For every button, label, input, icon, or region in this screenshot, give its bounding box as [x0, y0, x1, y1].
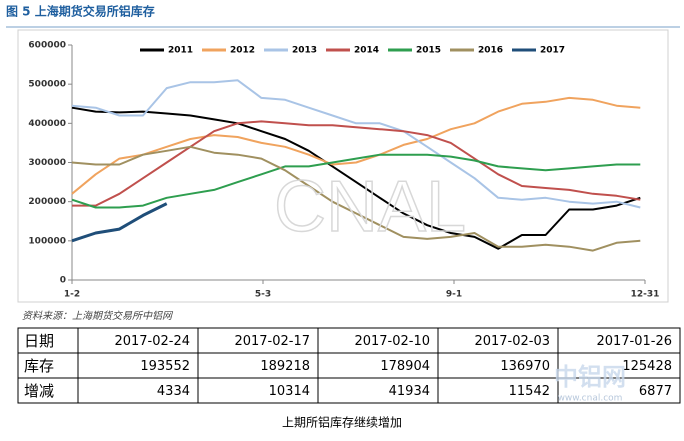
series-line — [71, 106, 641, 250]
logo-url: www.cnal.com — [558, 394, 623, 404]
series-line — [71, 79, 641, 209]
row-header: 库存 — [24, 357, 54, 375]
cell-text: 2017-01-26 — [596, 334, 672, 349]
legend-label: 2011 — [168, 46, 193, 56]
table-cell — [557, 377, 681, 404]
x-tick-label: 1-2 — [64, 290, 80, 300]
cell-text: 136970 — [500, 359, 550, 374]
source-note: 资料来源：上海期货交易所中铝网 — [22, 310, 174, 322]
series-line — [72, 120, 641, 207]
caption: 上期所铝库存继续增加 — [282, 415, 402, 430]
y-tick-label: 600000 — [28, 41, 66, 51]
logo-name: 中铝网 — [554, 363, 626, 391]
cell-text: 4334 — [157, 384, 190, 399]
y-tick-label: 200000 — [28, 197, 66, 207]
series-line — [71, 202, 168, 243]
legend-label: 2017 — [540, 46, 565, 56]
y-tick-label: 0 — [60, 276, 66, 286]
y-tick-label: 100000 — [28, 236, 66, 246]
legend-label: 2013 — [292, 46, 317, 56]
cell-text: 10314 — [269, 384, 310, 399]
y-tick-label: 300000 — [28, 158, 66, 168]
cell-text: 6877 — [639, 384, 672, 399]
y-tick-label: 500000 — [28, 80, 66, 90]
cell-text: 2017-02-24 — [114, 334, 190, 349]
chart-frame — [17, 29, 669, 303]
cell-text: 189218 — [260, 359, 310, 374]
x-tick-label: 12-31 — [631, 290, 660, 300]
cell-text: 178904 — [380, 359, 430, 374]
cell-text: 2017-02-10 — [354, 334, 430, 349]
cell-text: 125428 — [622, 359, 672, 374]
legend-label: 2012 — [230, 46, 255, 56]
legend-label: 2014 — [354, 46, 379, 56]
series-line — [71, 96, 641, 195]
y-tick-label: 400000 — [28, 119, 66, 129]
cell-text: 2017-02-03 — [474, 334, 550, 349]
legend-label: 2016 — [478, 46, 503, 56]
series-line — [71, 153, 641, 209]
cell-text: 11542 — [509, 384, 550, 399]
watermark: CNAL — [274, 167, 466, 247]
cell-text: 193552 — [140, 359, 190, 374]
series-line — [71, 145, 641, 252]
row-header: 增减 — [24, 382, 54, 400]
x-tick-label: 5-3 — [255, 290, 271, 300]
cell-text: 41934 — [389, 384, 430, 399]
cell-text: 2017-02-17 — [234, 334, 310, 349]
x-tick-label: 9-1 — [446, 290, 462, 300]
legend-label: 2015 — [416, 46, 441, 56]
row-header: 日期 — [24, 332, 54, 350]
figure-title: 图 5 上海期货交易所铝库存 — [6, 4, 155, 19]
